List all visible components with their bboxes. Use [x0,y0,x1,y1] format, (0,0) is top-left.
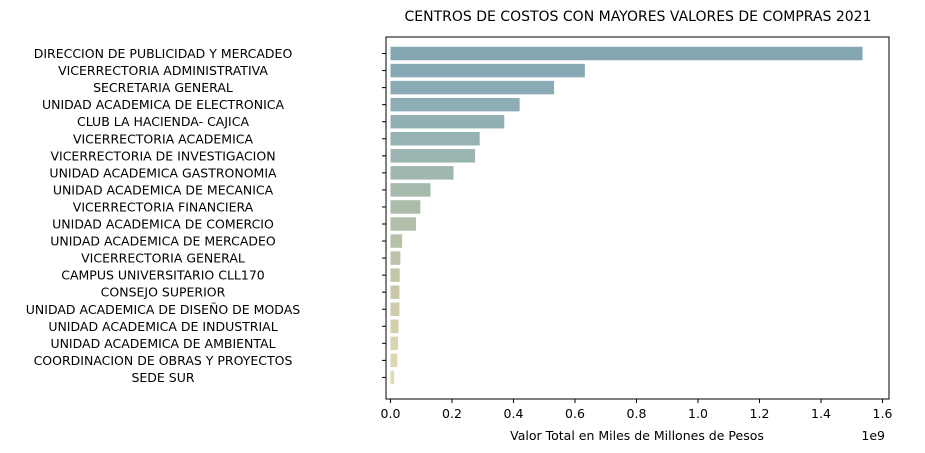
bar [390,80,555,95]
category-label: SECRETARIA GENERAL [93,80,233,95]
bar [390,46,863,61]
bar [390,268,400,282]
plot-frame [385,36,890,400]
x-tick-label: 1.6 [873,406,893,421]
x-axis-ticks: 0.0 0.2 0.4 0.6 0.8 1.0 1.2 1.4 1.6 [381,399,893,421]
bar [390,217,417,231]
bar [390,97,520,112]
x-tick-label: 0.0 [381,406,401,421]
category-label: CLUB LA HACIENDA- CAJICA [77,114,249,129]
x-tick-label: 1.4 [811,406,831,421]
category-label: UNIDAD ACADEMICA DE AMBIENTAL [50,336,275,351]
chart-title: CENTROS DE COSTOS CON MAYORES VALORES DE… [405,9,872,25]
x-tick-label: 1.0 [688,406,708,421]
bar [390,132,480,146]
x-tick-label: 1.2 [750,406,770,421]
category-labels: DIRECCION DE PUBLICIDAD Y MERCADEO VICERR… [26,46,386,385]
category-label: SEDE SUR [131,370,194,385]
category-label: VICERRECTORIA DE INVESTIGACION [50,148,275,163]
x-tick-label: 0.2 [442,406,462,421]
bar [390,302,400,316]
category-label: COORDINACION DE OBRAS Y PROYECTOS [34,353,293,368]
category-label: VICERRECTORIA FINANCIERA [73,199,254,214]
bar [390,251,401,265]
category-label: UNIDAD ACADEMICA DE MERCADEO [50,234,276,249]
bars-group [390,46,863,385]
category-label: CONSEJO SUPERIOR [101,285,226,300]
bar [390,63,585,78]
bar [390,336,398,351]
bar [390,370,395,385]
category-label: UNIDAD ACADEMICA DE INDUSTRIAL [48,319,277,334]
x-axis-label: Valor Total en Miles de Millones de Peso… [510,428,764,443]
bar [390,166,454,180]
x-tick-label: 0.4 [504,406,524,421]
category-label: UNIDAD ACADEMICA DE DISEÑO DE MODAS [26,302,300,317]
x-tick-label: 0.6 [565,406,585,421]
category-label: VICERRECTORIA GENERAL [81,251,245,266]
category-label: UNIDAD ACADEMICA DE COMERCIO [52,217,274,232]
bar [390,353,398,368]
category-label: DIRECCION DE PUBLICIDAD Y MERCADEO [34,46,293,61]
x-axis-offset-label: 1e9 [861,428,885,443]
category-label: UNIDAD ACADEMICA DE MECANICA [53,182,274,197]
category-label: VICERRECTORIA ACADEMICA [73,131,254,146]
category-label: UNIDAD ACADEMICA DE ELECTRONICA [42,97,285,112]
bar [390,114,505,129]
bar [390,183,431,197]
bar [390,149,476,163]
bar [390,234,403,248]
bar [390,200,421,214]
category-label: CAMPUS UNIVERSITARIO CLL170 [61,268,265,283]
category-label: VICERRECTORIA ADMINISTRATIVA [58,63,268,78]
bar [390,285,400,299]
x-tick-label: 0.8 [627,406,647,421]
category-label: UNIDAD ACADEMICA GASTRONOMIA [49,165,277,180]
bar [390,319,399,334]
